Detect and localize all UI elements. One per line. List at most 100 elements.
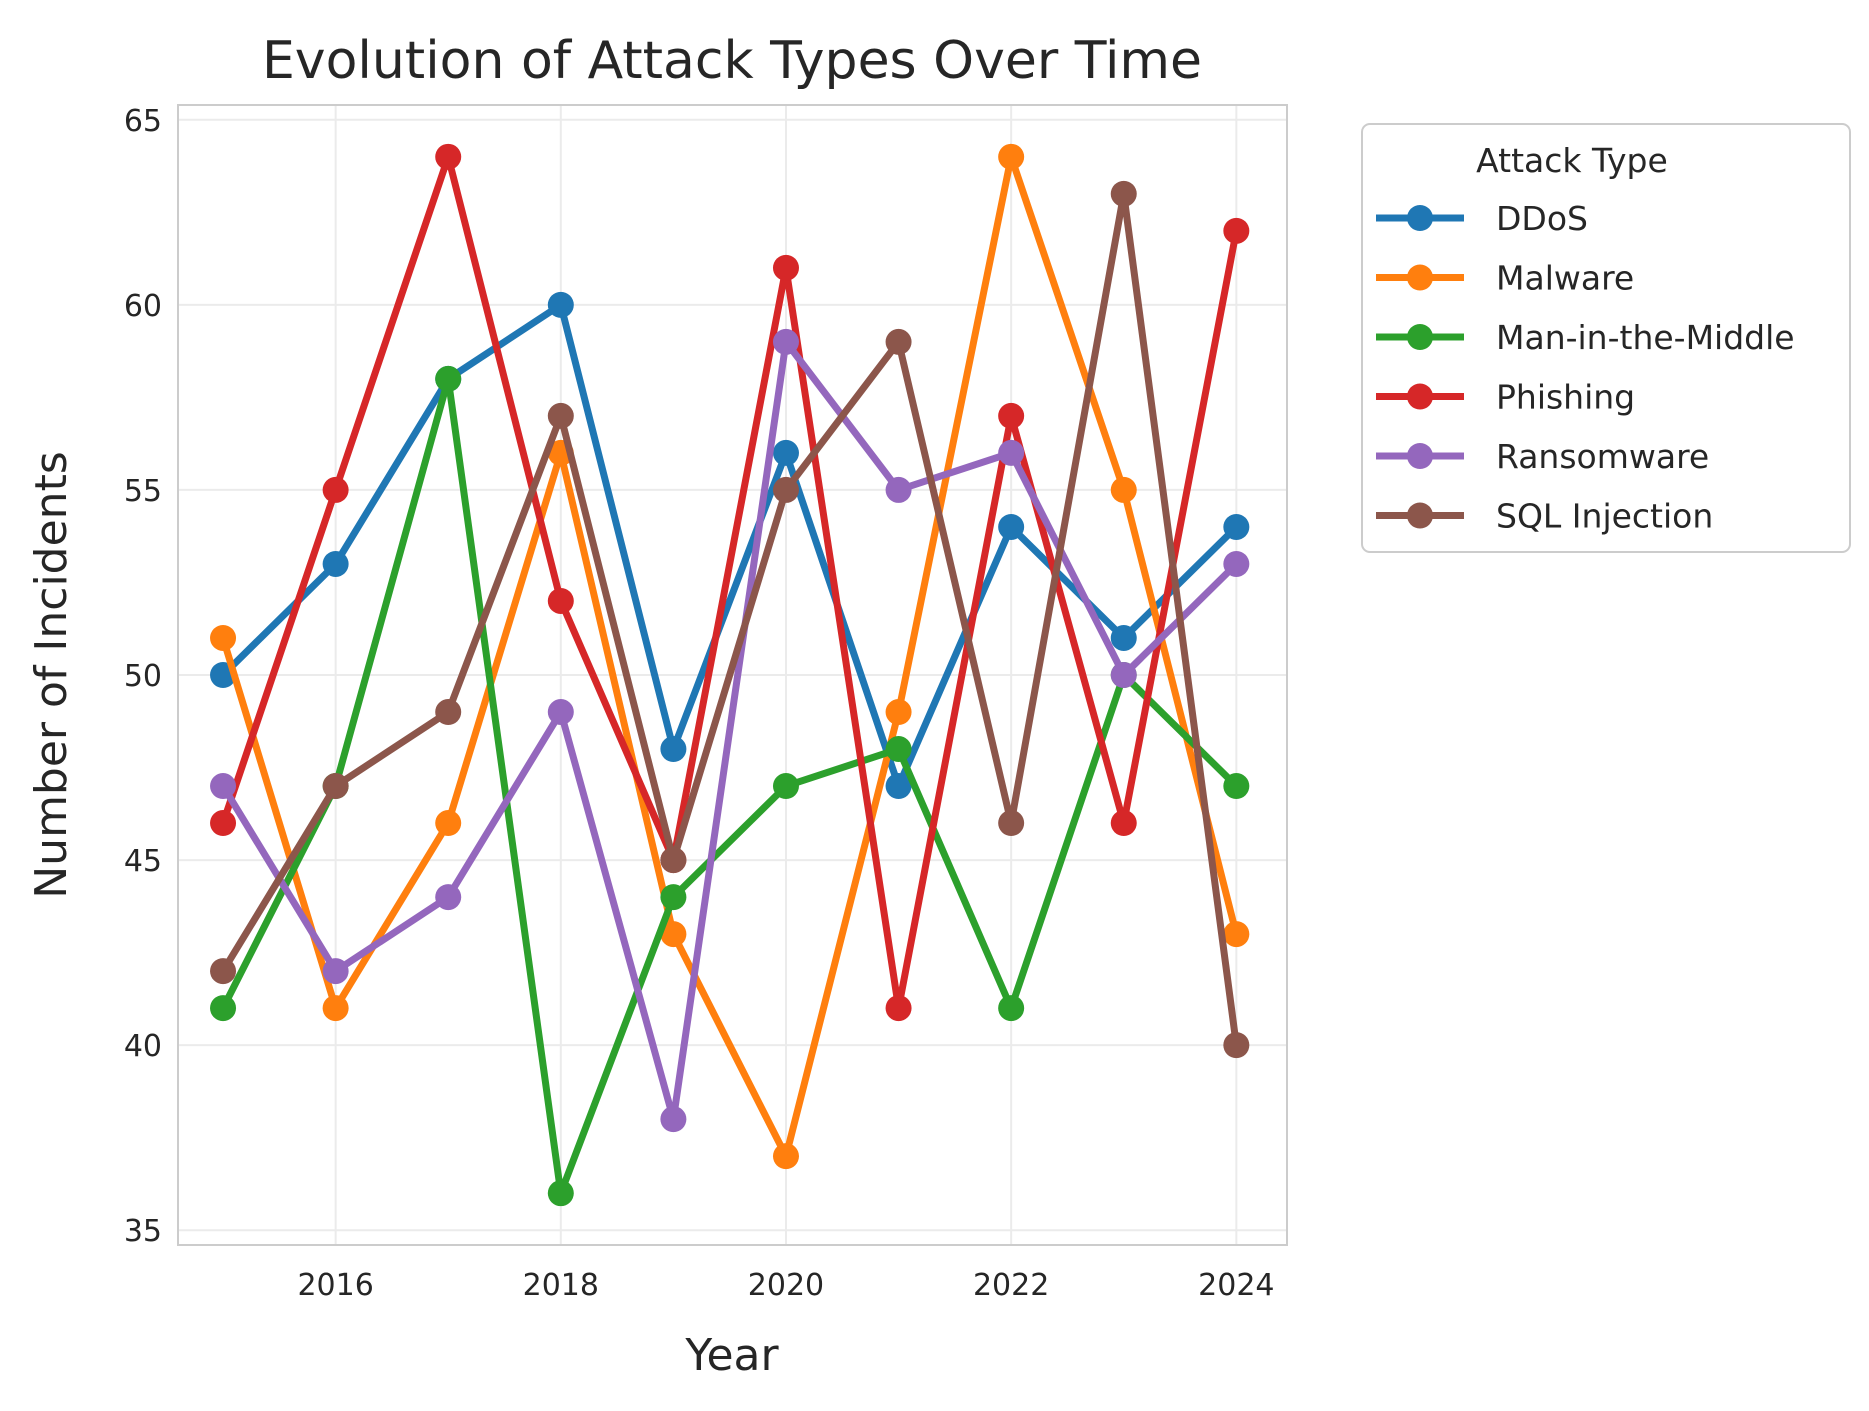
data-point-sql-injection [547,402,574,429]
data-point-sql-injection [1110,180,1137,207]
legend-item-ransomware: Ransomware [1376,437,1709,476]
data-point-ddos [1223,513,1250,540]
series-line-malware [219,143,1240,1167]
data-point-man-in-the-middle [772,773,799,800]
legend-item-sql-injection: SQL Injection [1376,497,1713,536]
legend-items: DDoS Malware Man-in-the-Middle Phishing Rans… [1376,199,1795,536]
series-line-phishing [219,144,1240,1009]
axis-ticks: 35 40 45 50 55 60 65 2016 2018 2020 2022 2024 [124,104,1275,1303]
x-tick-label: 2016 [297,1268,373,1303]
data-point-sql-injection [772,476,799,503]
data-point-malware [660,921,687,948]
data-point-man-in-the-middle [1223,773,1250,800]
y-tick-label: 60 [124,289,162,324]
y-tick-label: 40 [124,1029,162,1064]
legend-frame [1361,123,1851,553]
data-point-ddos [1110,624,1137,651]
data-point-malware [322,995,349,1022]
series-ransomware [210,328,1250,1133]
data-point-man-in-the-middle [435,365,462,392]
legend-label: DDoS [1496,199,1588,238]
data-point-phishing [1110,810,1137,837]
data-point-sql-injection [660,847,687,874]
data-point-sql-injection [998,810,1025,837]
data-point-man-in-the-middle [660,884,687,911]
data-point-ransomware [1110,662,1137,688]
series-ddos [210,291,1250,800]
legend-item-malware: Malware [1376,259,1634,298]
y-tick-label: 50 [124,659,162,694]
data-point-phishing [1223,217,1250,244]
legend-label: Ransomware [1496,437,1709,476]
x-tick-label: 2024 [1198,1268,1274,1303]
data-point-ransomware [322,958,349,985]
data-point-ransomware [1223,550,1250,577]
data-point-man-in-the-middle [998,995,1025,1022]
data-point-phishing [547,587,574,614]
legend-swatch-marker [1407,502,1433,529]
legend: Attack Type DDoS Malware Man-in-the-Middle… [1361,123,1851,553]
data-point-phishing [772,254,799,281]
data-point-malware [998,143,1025,170]
y-axis-label: Number of Incidents [26,451,77,898]
data-point-phishing [210,810,237,837]
series-man-in-the-middle [210,365,1250,1207]
data-point-malware [1223,921,1250,948]
y-tick-label: 35 [124,1214,162,1249]
data-point-malware [772,1143,799,1170]
x-tick-label: 2018 [523,1268,599,1303]
x-tick-label: 2020 [748,1268,824,1303]
legend-swatch-marker [1407,324,1433,350]
data-point-ddos [660,736,687,763]
legend-title: Attack Type [1476,141,1668,180]
data-point-ransomware [998,439,1025,466]
legend-item-ddos: DDoS [1376,199,1588,238]
data-point-sql-injection [885,328,912,355]
legend-label: Phishing [1496,378,1635,417]
chart-title: Evolution of Attack Types Over Time [262,31,1202,91]
y-tick-label: 65 [124,104,162,139]
legend-swatch-marker [1407,205,1433,231]
legend-swatch-marker [1407,264,1433,291]
data-point-sql-injection [435,699,462,726]
legend-label: Man-in-the-Middle [1496,318,1795,357]
series-line-ransomware [220,333,1239,1121]
data-point-ransomware [435,884,462,911]
legend-item-man-in-the-middle: Man-in-the-Middle [1376,318,1795,357]
legend-swatch-marker [1407,383,1433,410]
grid-lines [178,105,1287,1245]
series-lines [210,143,1250,1207]
legend-swatch-marker [1407,443,1433,469]
data-point-ddos [322,550,349,577]
y-tick-label: 45 [124,844,162,879]
data-point-man-in-the-middle [547,1180,574,1207]
data-point-ransomware [547,699,574,726]
data-point-ddos [547,291,574,318]
data-point-sql-injection [322,773,349,800]
legend-label: SQL Injection [1496,497,1713,536]
x-tick-label: 2022 [973,1268,1049,1303]
data-point-phishing [435,143,462,170]
series-malware [210,143,1250,1170]
data-point-ransomware [885,476,912,503]
data-point-ddos [772,439,799,466]
data-point-sql-injection [1223,1032,1250,1059]
data-point-sql-injection [210,958,237,985]
data-point-malware [435,810,462,837]
series-line-ddos [220,299,1239,796]
data-point-ransomware [772,328,799,355]
series-phishing [210,143,1250,1022]
data-point-ddos [998,513,1025,540]
series-line-sql-injection [220,193,1240,1046]
data-point-ransomware [660,1106,687,1133]
legend-label: Malware [1496,259,1634,298]
series-line-man-in-the-middle [219,377,1239,1195]
data-point-phishing [885,995,912,1022]
data-point-man-in-the-middle [210,995,237,1022]
y-tick-label: 55 [124,474,162,509]
data-point-malware [1110,476,1137,503]
data-point-ransomware [210,773,237,800]
data-point-phishing [998,402,1025,429]
